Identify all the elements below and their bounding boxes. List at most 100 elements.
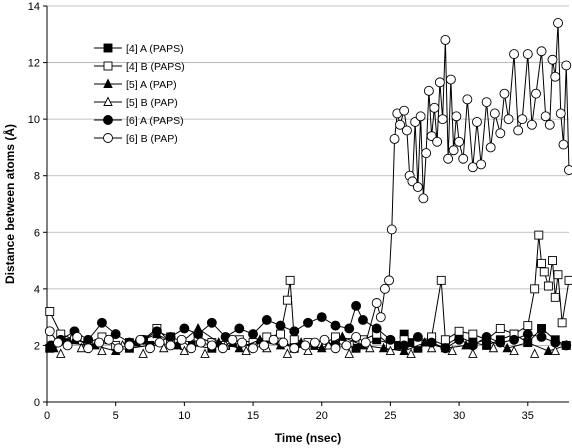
data-point [344,323,355,334]
legend-marker [103,115,113,125]
legend-label: [6] A (PAPS) [126,115,184,127]
data-point [62,340,73,351]
data-point [448,145,459,156]
x-tick-label: 15 [247,410,259,422]
data-point [530,284,540,294]
data-point [94,337,105,348]
data-point [436,275,446,285]
data-point [529,348,540,358]
y-tick-label: 2 [34,340,40,352]
data-point [195,337,206,348]
data-point [454,326,464,336]
data-point [502,342,512,353]
data-point [276,329,285,339]
y-tick-label: 0 [34,397,40,409]
axes: 0 2 4 6 8 10 12 14 0 5 10 15 20 25 30 35 [28,1,569,422]
data-point [458,153,469,164]
data-point [558,139,569,150]
data-point [547,54,558,65]
data-point [517,114,528,125]
data-point [97,345,107,356]
data-point [248,329,259,340]
data-point [454,136,465,147]
series-5 [44,18,572,354]
data-point [300,340,311,351]
data-point [330,320,341,331]
y-tick-label: 12 [28,58,40,70]
series-line [49,22,570,349]
data-point [429,102,440,113]
legend-label: [5] B (PAP) [126,97,178,109]
data-point [176,334,187,345]
data-point [365,342,375,353]
data-point [540,111,551,122]
y-tick-label: 8 [34,171,40,183]
data-point [259,340,269,351]
data-point [145,343,155,354]
y-tick-label: 6 [34,227,40,239]
data-point [53,337,63,348]
legend-item: [4] A (PAPS) [94,43,184,55]
x-tick-label: 35 [522,410,534,422]
data-point [110,329,121,340]
data-point [406,348,416,358]
data-point [426,337,437,348]
legend-label: [4] B (PAPS) [126,61,185,73]
data-point [423,85,434,96]
y-tick-label: 4 [34,284,40,296]
y-tick-label: 14 [28,1,40,13]
legend-marker [103,43,113,53]
legend-item: [5] A (PAP) [94,78,177,91]
data-point [379,283,390,294]
data-point [44,326,55,337]
data-point [557,318,567,328]
data-point [344,348,354,358]
data-point [351,300,362,311]
data-point [275,320,286,331]
data-point [113,343,124,354]
data-point [268,334,279,345]
data-point [548,256,557,266]
series-1 [45,230,572,350]
data-point [536,331,547,342]
data-point [412,182,423,192]
data-point [206,340,217,351]
data-point [165,340,176,351]
data-point [206,317,217,328]
data-point [553,18,563,28]
data-point [217,343,228,354]
data-point [485,142,496,153]
data-point [317,342,327,353]
data-point [553,270,563,280]
data-point [289,335,299,345]
data-point [193,329,204,340]
data-point [83,343,94,354]
data-point [537,324,546,333]
data-point [72,331,83,342]
data-point [165,331,176,342]
data-point [360,337,371,348]
data-point [399,105,410,116]
data-point [522,329,533,340]
data-point [561,340,572,351]
data-point [289,326,300,337]
data-point [534,230,544,240]
data-point [489,108,500,119]
data-point [96,317,107,328]
data-point [564,275,572,285]
legend-label: [4] A (PAPS) [126,43,184,55]
series-line [49,235,570,347]
data-point [440,335,450,345]
data-point [550,345,560,356]
data-point [447,345,457,356]
data-point [418,193,429,204]
y-axis-title: Distance between atoms (Å) [2,124,17,284]
data-point [330,343,341,354]
data-point [179,345,190,356]
data-point [375,312,386,323]
data-point [385,334,396,345]
data-point [462,94,473,105]
legend-marker [103,61,113,71]
data-point [415,111,426,122]
